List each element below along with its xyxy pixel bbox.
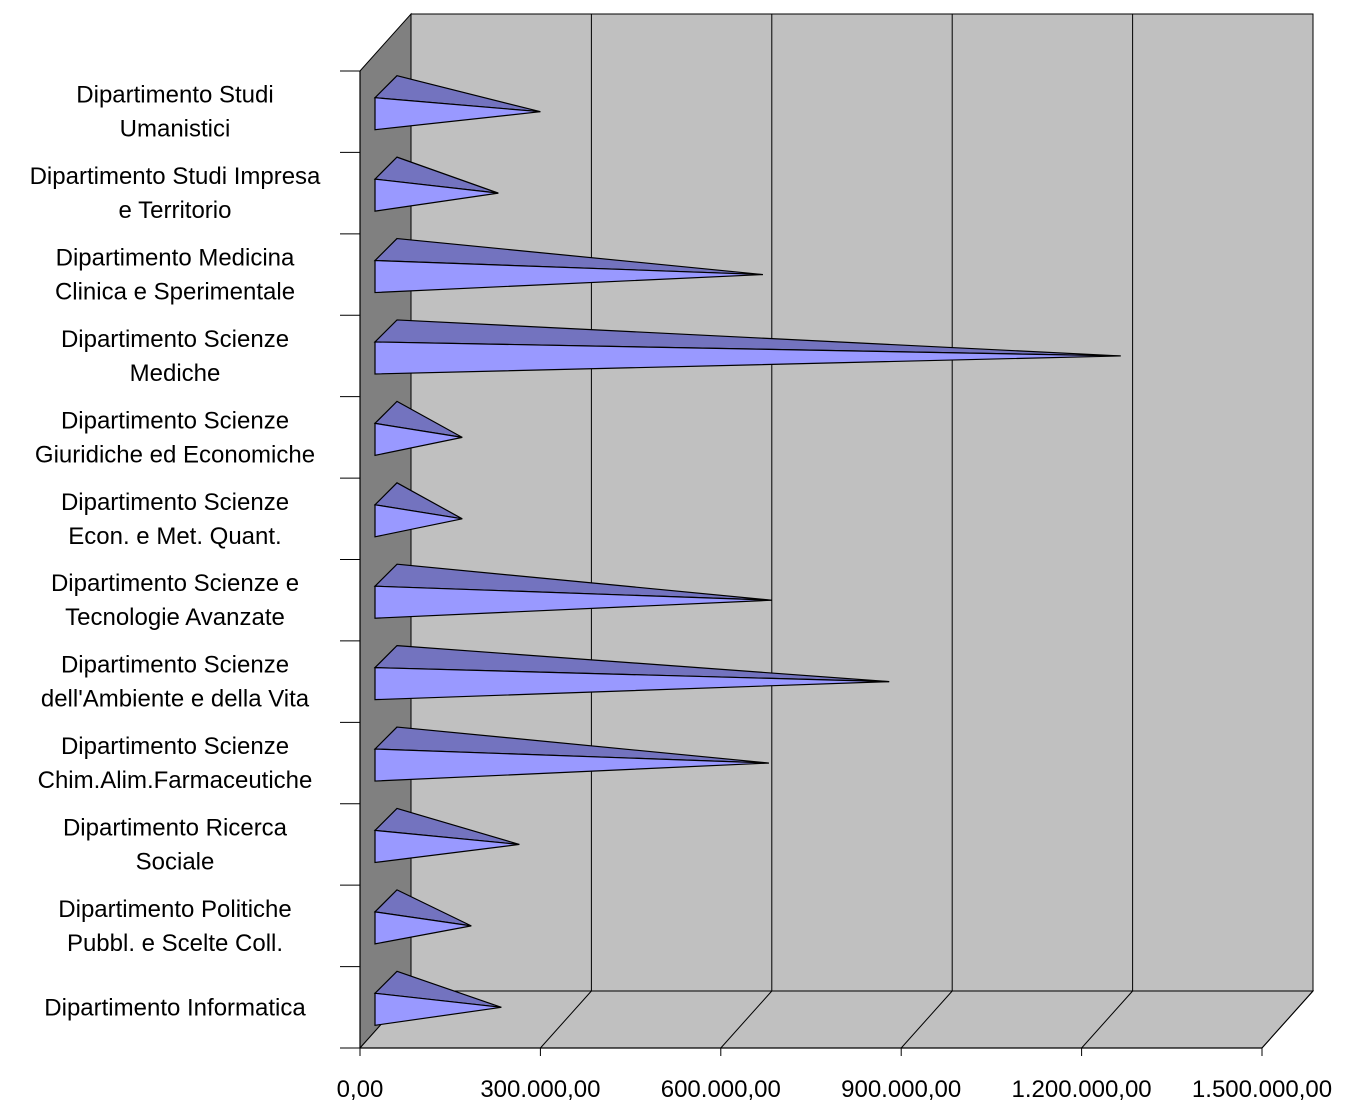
category-label-line: Econ. e Met. Quant. xyxy=(68,523,281,550)
x-tick-label: 0,00 xyxy=(337,1076,384,1103)
x-tick-label: 1.500.000,00 xyxy=(1192,1076,1332,1103)
category-label: Dipartimento Scienze Giuridiche ed Econom… xyxy=(35,407,315,468)
category-label-line: Dipartimento Scienze xyxy=(61,652,289,679)
category-label-line: Dipartimento Scienze xyxy=(61,326,289,353)
category-label: Dipartimento Studi Impresa e Territorio xyxy=(30,163,321,224)
category-label-line: Sociale xyxy=(136,848,215,875)
category-label-line: Pubbl. e Scelte Coll. xyxy=(67,930,283,957)
category-label: Dipartimento Ricerca Sociale xyxy=(63,814,288,875)
category-label-line: Dipartimento Scienze xyxy=(61,407,289,434)
category-label-line: Chim.Alim.Farmaceutiche xyxy=(38,767,313,794)
category-label: Dipartimento Politiche Pubbl. e Scelte Co… xyxy=(58,896,291,957)
x-tick-labels: 0,00 300.000,00 600.000,00 900.000,00 1.200.… xyxy=(337,1076,1332,1103)
category-label-line: Dipartimento Scienze xyxy=(61,489,289,516)
category-label: Dipartimento Studi Umanistici xyxy=(76,82,273,143)
x-tick-label: 1.200.000,00 xyxy=(1012,1076,1152,1103)
category-label: Dipartimento Scienze Chim.Alim.Farmaceuti… xyxy=(38,733,313,794)
x-tick-label: 600.000,00 xyxy=(661,1076,781,1103)
chart-walls xyxy=(360,14,1313,1048)
category-label-line: Dipartimento Studi xyxy=(76,82,273,109)
category-label-line: Dipartimento Scienze xyxy=(61,733,289,760)
category-label: Dipartimento Scienze Mediche xyxy=(61,326,289,387)
category-label-line: Dipartimento Informatica xyxy=(44,994,306,1021)
category-label: Dipartimento Informatica xyxy=(44,994,306,1021)
category-label: Dipartimento Scienze dell'Ambiente e dell… xyxy=(41,652,310,713)
floor xyxy=(360,991,1313,1048)
category-label: Dipartimento Medicina Clinica e Speriment… xyxy=(55,245,295,306)
category-label-line: Umanistici xyxy=(120,116,231,143)
category-label-line: Mediche xyxy=(130,360,221,387)
category-label-line: e Territorio xyxy=(119,197,232,224)
category-label-line: Tecnologie Avanzate xyxy=(65,604,285,631)
category-label-line: Dipartimento Politiche xyxy=(58,896,291,923)
category-label-line: Dipartimento Ricerca xyxy=(63,814,288,841)
back-wall xyxy=(411,14,1313,991)
category-label-line: dell'Ambiente e della Vita xyxy=(41,686,310,713)
category-label: Dipartimento Scienze e Tecnologie Avanzat… xyxy=(51,570,299,631)
x-tick-label: 300.000,00 xyxy=(480,1076,600,1103)
category-label: Dipartimento Scienze Econ. e Met. Quant. xyxy=(61,489,289,550)
category-label-line: Dipartimento Studi Impresa xyxy=(30,163,321,190)
category-label-line: Clinica e Sperimentale xyxy=(55,279,295,306)
category-labels: Dipartimento StudiUmanisticiDipartimento… xyxy=(30,82,321,1022)
category-label-line: Dipartimento Medicina xyxy=(56,245,295,272)
category-label-line: Dipartimento Scienze e xyxy=(51,570,299,597)
x-tick-label: 900.000,00 xyxy=(841,1076,961,1103)
category-label-line: Giuridiche ed Economiche xyxy=(35,441,315,468)
